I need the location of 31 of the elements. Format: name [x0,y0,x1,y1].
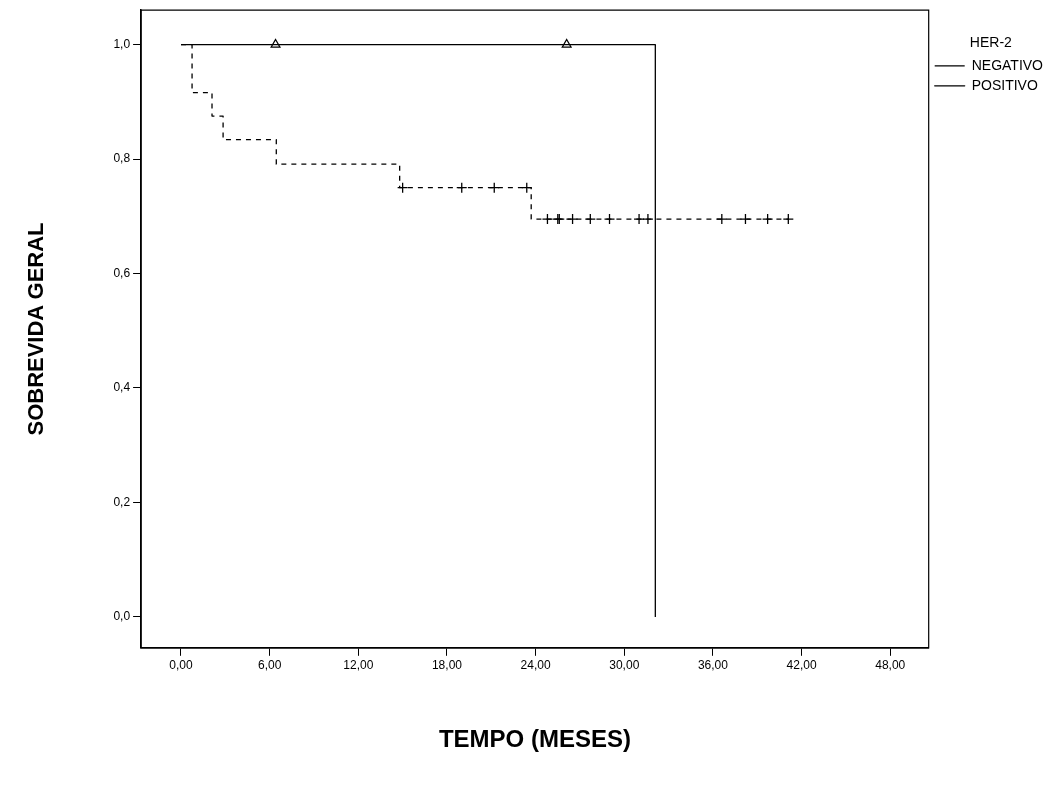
point [642,213,654,225]
legend-label: NEGATIVO [971,56,1044,73]
x-tick-label: 18,00 [431,658,463,673]
x-tick-label: 36,00 [697,658,729,673]
point [456,181,468,194]
y-axis-title: SOBREVIDA GERAL [23,222,49,436]
legend-title: HER-2 [969,33,1013,50]
y-tick-label: 0,8 [113,151,131,166]
legend-label: POSITIVO [971,76,1038,93]
point [270,38,281,48]
y-tick-label: 0,4 [113,380,131,395]
y-tick-label: 0,2 [113,494,131,509]
y-tick-label: 1,0 [113,36,131,51]
y-tick-label: 0,6 [113,265,131,280]
x-tick-label: 0,00 [169,658,193,673]
point [396,181,409,194]
point [541,213,554,225]
point [633,213,645,225]
y-tick-label: 0,0 [113,609,131,624]
x-tick-label: 48,00 [875,658,906,673]
x-tick-label: 12,00 [343,658,374,673]
x-axis-title: TEMPO (MESES) [438,725,631,753]
point [603,213,616,225]
point [561,38,572,48]
point [761,213,774,225]
point [782,213,794,225]
x-tick-label: 24,00 [520,658,551,673]
x-tick-label: 42,00 [786,658,817,673]
point [584,213,596,225]
x-tick-label: 30,00 [609,658,640,673]
x-tick-label: 6,00 [257,658,282,673]
